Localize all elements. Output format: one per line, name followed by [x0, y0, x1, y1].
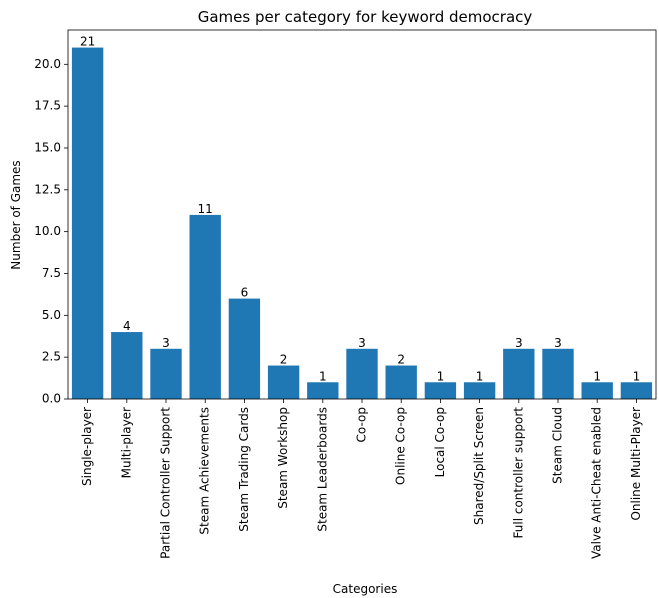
bar — [503, 348, 535, 399]
y-tick-label: 17.5 — [34, 99, 61, 113]
x-tick-label: Online Multi-Player — [629, 407, 643, 521]
bar-value-label: 2 — [280, 353, 288, 367]
bar — [542, 348, 574, 399]
x-axis-label: Categories — [333, 582, 398, 596]
x-tick-label: Steam Trading Cards — [237, 407, 251, 532]
bar — [307, 382, 339, 399]
y-tick-label: 5.0 — [42, 308, 61, 322]
bar-value-label: 1 — [633, 369, 641, 383]
bar — [71, 47, 104, 399]
x-tick-label: Steam Cloud — [551, 407, 565, 484]
x-tick-label: Multi-player — [119, 407, 133, 478]
bar-value-label: 2 — [397, 353, 405, 367]
x-tick-label: Steam Achievements — [198, 407, 212, 535]
bar-value-label: 21 — [80, 35, 95, 49]
y-tick-label: 10.0 — [34, 224, 61, 238]
bar-value-label: 1 — [319, 369, 327, 383]
y-tick-label: 15.0 — [34, 140, 61, 154]
x-tick-label: Single-player — [80, 407, 94, 486]
y-axis: 0.0 2.5 5.0 7.5 10.0 12.5 15.0 17.5 20.0 — [34, 57, 68, 406]
x-tick-label: Shared/Split Screen — [472, 407, 486, 525]
bar — [346, 348, 378, 399]
bar-value-label: 3 — [554, 336, 562, 350]
y-tick-label: 7.5 — [42, 266, 61, 280]
y-tick-label: 20.0 — [34, 57, 61, 71]
chart-title: Games per category for keyword democracy — [198, 8, 533, 26]
bar — [620, 382, 653, 399]
bar — [267, 365, 300, 399]
bar — [111, 332, 143, 399]
bar — [385, 365, 417, 399]
bars-layer — [71, 47, 653, 399]
x-tick-label: Local Co-op — [433, 407, 447, 477]
bar-value-label: 11 — [198, 202, 213, 216]
bar-value-label: 3 — [515, 336, 523, 350]
bar-value-label: 1 — [437, 369, 445, 383]
bar-value-label: 1 — [476, 369, 484, 383]
bar — [424, 382, 457, 399]
x-axis: Single-player Multi-player Partial Control… — [80, 399, 643, 559]
bar — [228, 298, 261, 399]
plot-frame — [67, 29, 657, 400]
x-tick-label: Steam Leaderboards — [315, 407, 329, 532]
x-tick-label: Full controller support — [511, 407, 525, 539]
bar-value-label: 4 — [123, 319, 131, 333]
y-tick-label: 0.0 — [42, 392, 61, 406]
bar — [189, 214, 221, 399]
bar — [463, 382, 496, 399]
bar-value-label: 6 — [241, 286, 249, 300]
x-tick-label: Valve Anti-Cheat enabled — [590, 407, 604, 559]
y-tick-label: 12.5 — [34, 182, 61, 196]
y-tick-label: 2.5 — [42, 350, 61, 364]
x-tick-label: Partial Controller Support — [159, 407, 173, 559]
x-tick-label: Steam Workshop — [276, 407, 290, 509]
bar-value-label: 3 — [358, 336, 366, 350]
bar-value-label: 1 — [593, 369, 601, 383]
x-tick-label: Co-op — [355, 407, 369, 442]
bar — [581, 382, 613, 399]
y-axis-label: Number of Games — [9, 160, 23, 269]
x-tick-label: Online Co-op — [394, 407, 408, 485]
bar-value-label: 3 — [162, 336, 170, 350]
bar — [150, 348, 182, 399]
